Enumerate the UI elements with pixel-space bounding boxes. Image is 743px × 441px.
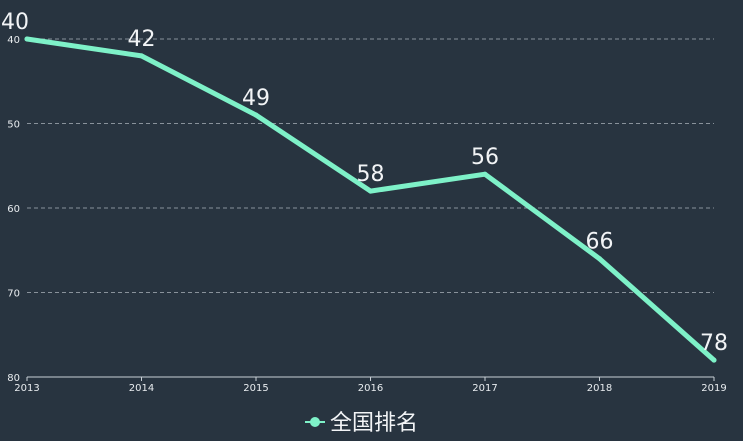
x-tick-label: 2013 [14, 383, 39, 394]
legend-marker-icon [310, 417, 320, 427]
data-point [482, 171, 488, 177]
data-point [24, 36, 30, 42]
data-point [368, 188, 373, 194]
data-point [253, 112, 259, 118]
data-point [139, 53, 144, 59]
data-label: 78 [700, 331, 728, 356]
x-tick-label: 2019 [701, 383, 726, 394]
data-label: 56 [471, 145, 499, 170]
y-tick-label: 70 [7, 289, 20, 300]
data-point [711, 357, 717, 363]
y-tick-label: 60 [7, 204, 20, 215]
data-label: 40 [1, 10, 29, 35]
x-tick-label: 2017 [472, 383, 497, 394]
data-label: 58 [357, 162, 385, 187]
y-tick-label: 40 [7, 35, 20, 46]
legend-label: 全国排名 [330, 411, 418, 436]
x-tick-label: 2016 [358, 383, 383, 394]
y-tick-label: 50 [7, 120, 20, 131]
y-tick-label: 80 [7, 373, 20, 384]
data-point [597, 256, 602, 262]
x-tick-label: 2015 [243, 383, 268, 394]
data-label: 66 [586, 230, 614, 255]
x-tick-label: 2014 [129, 383, 154, 394]
data-label: 42 [128, 27, 156, 52]
series-line [24, 36, 717, 363]
x-tick-label: 2018 [587, 383, 612, 394]
data-label: 49 [242, 86, 270, 111]
